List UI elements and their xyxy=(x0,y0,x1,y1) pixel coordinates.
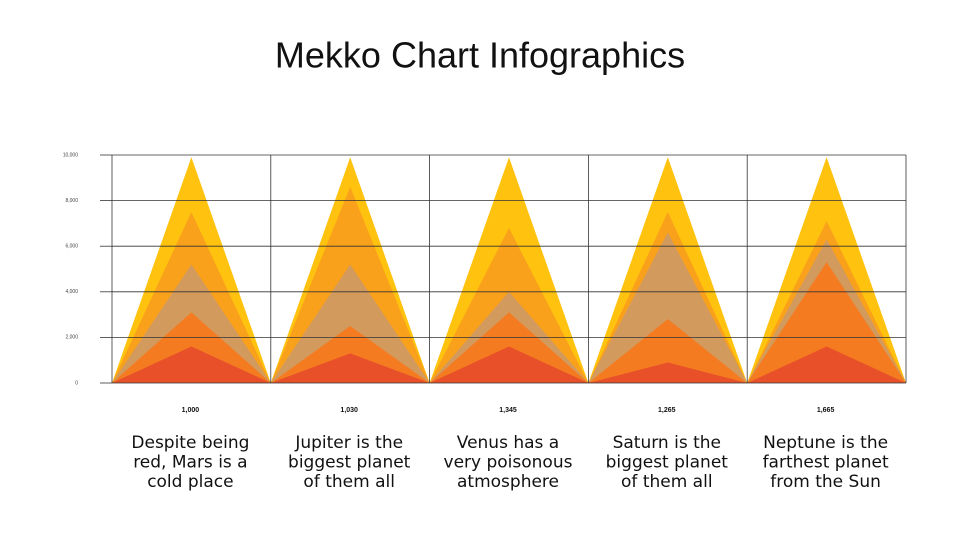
triangle xyxy=(747,262,906,383)
column-total: 1,030 xyxy=(340,407,358,414)
column-description: biggest planet xyxy=(288,453,411,473)
triangle xyxy=(588,319,748,383)
triangle xyxy=(429,346,589,383)
column-description: cold place xyxy=(147,472,233,492)
triangle xyxy=(270,353,430,383)
y-tick-label: 4,000 xyxy=(65,289,78,295)
column-description: of them all xyxy=(303,472,395,492)
triangle xyxy=(270,264,430,383)
column-description: from the Sun xyxy=(770,472,881,492)
column-description: very poisonous xyxy=(444,453,573,473)
y-tick-label: 2,000 xyxy=(65,335,78,341)
column-total: 1,000 xyxy=(182,407,200,414)
column-description: Jupiter is the xyxy=(294,433,403,453)
column-description: Venus has a xyxy=(457,433,559,453)
column-description: atmosphere xyxy=(457,472,559,492)
y-tick-label: 10,000 xyxy=(63,152,79,158)
triangle xyxy=(112,346,271,383)
chart-title: Mekko Chart Infographics xyxy=(275,35,685,76)
column-total: 1,345 xyxy=(499,407,517,414)
column-description: Despite being xyxy=(131,433,249,453)
column-description: red, Mars is a xyxy=(133,453,247,473)
column-description: Neptune is the xyxy=(763,433,888,453)
column-description: of them all xyxy=(621,472,713,492)
triangle xyxy=(588,362,748,383)
triangle xyxy=(747,346,906,383)
column-total: 1,665 xyxy=(817,407,835,414)
column-description: biggest planet xyxy=(606,453,729,473)
column-description: farthest planet xyxy=(763,453,889,473)
y-tick-label: 8,000 xyxy=(65,198,78,204)
triangle xyxy=(588,232,748,383)
y-tick-label: 0 xyxy=(75,380,78,386)
column-total: 1,265 xyxy=(658,407,676,414)
y-tick-label: 6,000 xyxy=(65,244,78,250)
column-description: Saturn is the xyxy=(613,433,721,453)
